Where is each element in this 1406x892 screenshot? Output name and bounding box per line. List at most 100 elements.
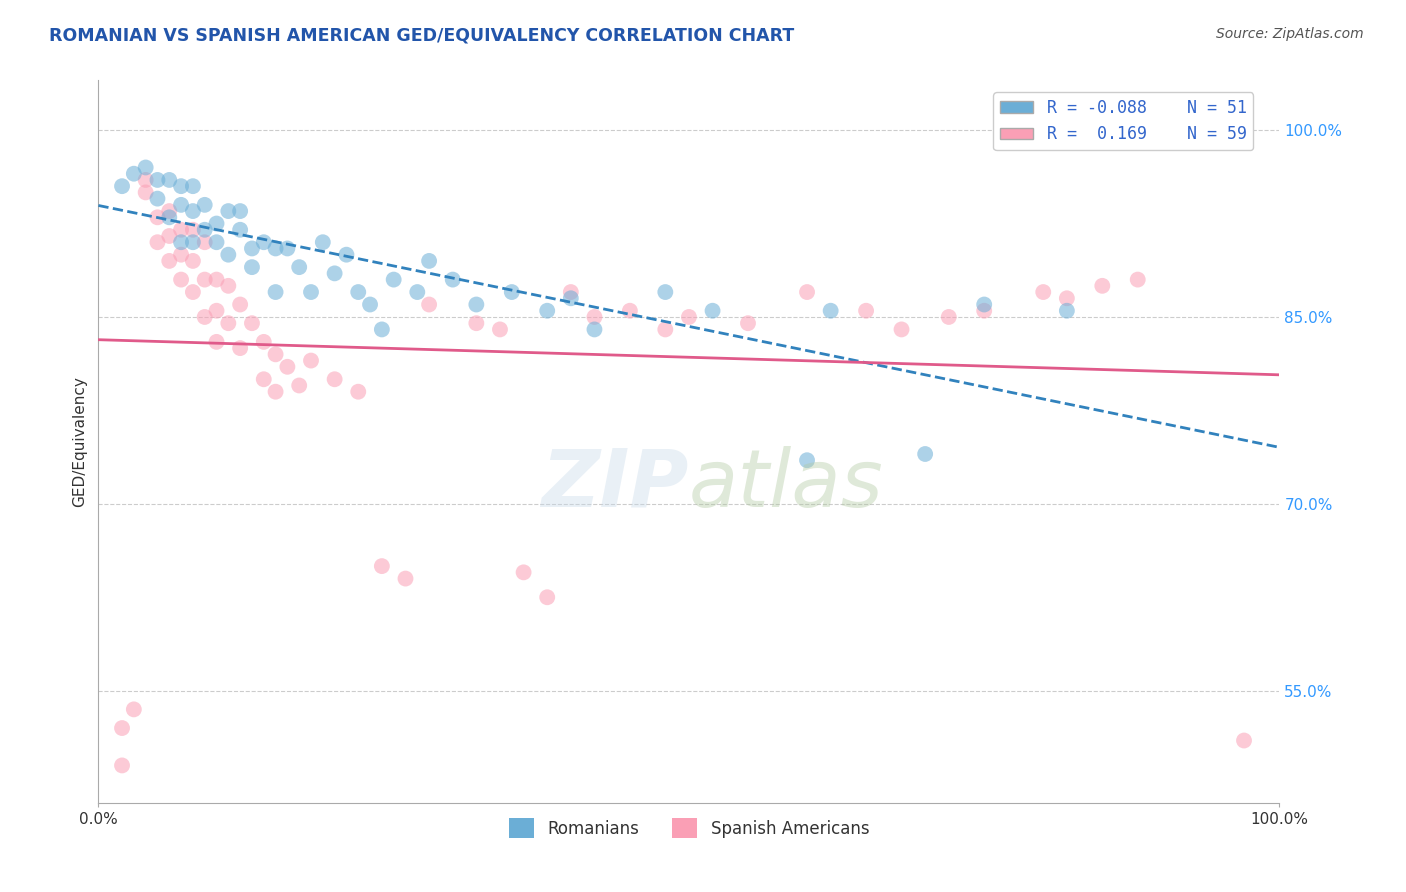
Point [181,235,204,250]
Point [583,322,606,336]
Point [890,322,912,336]
Point [489,322,512,336]
Point [111,721,134,735]
Point [157,173,180,187]
Point [288,378,311,392]
Point [737,316,759,330]
Point [217,278,239,293]
Point [560,285,582,299]
Point [465,297,488,311]
Point [583,310,606,324]
Point [619,303,641,318]
Point [264,384,287,399]
Point [111,758,134,772]
Point [299,285,322,299]
Point [170,179,193,194]
Point [276,359,298,374]
Point [157,229,180,244]
Point [170,248,193,262]
Point [205,235,228,250]
Point [678,310,700,324]
Point [240,260,263,274]
Point [914,447,936,461]
Point [170,235,193,250]
Point [146,192,169,206]
Text: atlas: atlas [689,446,884,524]
Point [229,297,252,311]
Point [465,316,488,330]
Point [194,310,217,324]
Point [418,254,440,268]
Point [560,291,582,305]
Point [205,303,228,318]
Point [157,211,180,225]
Point [796,453,818,467]
Point [135,161,157,175]
Point [323,266,346,280]
Point [135,173,157,187]
Point [406,285,429,299]
Point [371,559,394,574]
Point [312,235,335,250]
Point [264,347,287,361]
Point [359,297,381,311]
Point [276,242,298,256]
Point [973,297,995,311]
Point [973,303,995,318]
Point [1056,291,1078,305]
Point [1126,272,1149,286]
Point [181,285,204,299]
Point [194,198,217,212]
Point [229,204,252,219]
Point [135,186,157,200]
Point [146,235,169,250]
Point [111,179,134,194]
Point [288,260,311,274]
Point [536,591,558,605]
Point [229,223,252,237]
Point [157,204,180,219]
Point [229,341,252,355]
Point [170,223,193,237]
Point [170,198,193,212]
Point [170,272,193,286]
Point [1032,285,1054,299]
Point [702,303,724,318]
Point [654,285,676,299]
Point [205,334,228,349]
Point [536,303,558,318]
Text: ROMANIAN VS SPANISH AMERICAN GED/EQUIVALENCY CORRELATION CHART: ROMANIAN VS SPANISH AMERICAN GED/EQUIVAL… [49,27,794,45]
Point [347,285,370,299]
Point [1233,733,1256,747]
Point [382,272,405,286]
Point [157,254,180,268]
Point [205,217,228,231]
Point [938,310,960,324]
Point [205,272,228,286]
Point [194,223,217,237]
Point [654,322,676,336]
Point [217,316,239,330]
Point [394,572,416,586]
Point [146,211,169,225]
Y-axis label: GED/Equivalency: GED/Equivalency [72,376,87,507]
Legend: Romanians, Spanish Americans: Romanians, Spanish Americans [502,812,876,845]
Point [264,285,287,299]
Point [820,303,842,318]
Point [217,204,239,219]
Point [1091,278,1114,293]
Point [122,702,145,716]
Point [253,334,276,349]
Point [122,167,145,181]
Text: Source: ZipAtlas.com: Source: ZipAtlas.com [1216,27,1364,41]
Point [181,223,204,237]
Point [796,285,818,299]
Point [253,372,276,386]
Point [264,242,287,256]
Point [181,179,204,194]
Point [299,353,322,368]
Point [371,322,394,336]
Point [194,235,217,250]
Point [347,384,370,399]
Point [194,272,217,286]
